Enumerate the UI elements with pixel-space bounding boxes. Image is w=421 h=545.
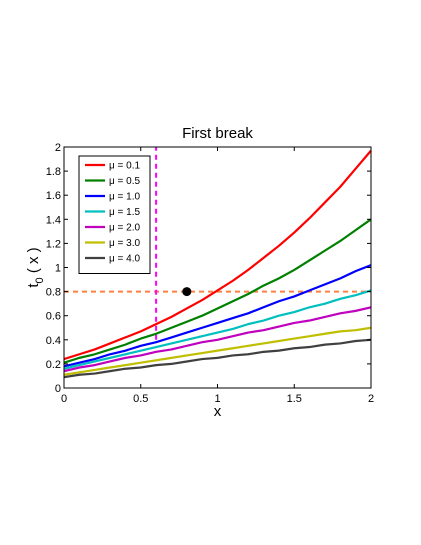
y-tick-label: 0.6 bbox=[46, 311, 61, 323]
x-tick-label: 0.5 bbox=[133, 393, 148, 405]
x-tick-label: 0 bbox=[61, 393, 67, 405]
legend-label: μ = 4.0 bbox=[109, 254, 140, 265]
series-line-3 bbox=[63, 264, 372, 368]
series-line-6 bbox=[63, 326, 372, 376]
legend-label: μ = 1.5 bbox=[109, 207, 140, 218]
y-axis-ticks: 0 0.2 0.4 0.6 0.8 1 1.2 1.4 1.6 1.8 2 bbox=[46, 142, 371, 395]
y-axis-label: t0 ( x ) bbox=[25, 247, 46, 287]
y-label-suffix: ( x ) bbox=[25, 247, 42, 277]
chart-title: First break bbox=[182, 125, 253, 142]
y-tick-label: 2 bbox=[55, 142, 61, 154]
series-line-1 bbox=[63, 149, 372, 361]
series-line-7 bbox=[63, 338, 372, 379]
legend-label: μ = 0.1 bbox=[109, 161, 140, 172]
series-line-5 bbox=[63, 306, 372, 373]
y-tick-label: 1 bbox=[55, 263, 61, 275]
legend-label: μ = 3.0 bbox=[109, 238, 140, 249]
x-tick-label: 1 bbox=[214, 393, 220, 405]
x-tick-label: 1.5 bbox=[287, 393, 302, 405]
x-axis-label: x bbox=[214, 403, 222, 420]
y-axis-label-text: t0 ( x ) bbox=[25, 247, 46, 287]
y-label-subscript: 0 bbox=[34, 277, 46, 283]
legend-label: μ = 0.5 bbox=[109, 176, 140, 187]
point-marker bbox=[182, 287, 192, 297]
legend-label: μ = 2.0 bbox=[109, 223, 140, 234]
y-tick-label: 0.4 bbox=[46, 335, 61, 347]
y-tick-label: 1.8 bbox=[46, 166, 61, 178]
y-tick-label: 0.2 bbox=[46, 359, 61, 371]
y-tick-label: 1.6 bbox=[46, 190, 61, 202]
y-tick-label: 1.2 bbox=[46, 238, 61, 250]
legend-label: μ = 1.0 bbox=[109, 192, 140, 203]
x-tick-label: 2 bbox=[368, 393, 374, 405]
y-label-main: t bbox=[25, 283, 42, 288]
series-lines bbox=[63, 149, 372, 379]
y-tick-label: 0 bbox=[55, 383, 61, 395]
y-tick-label: 1.4 bbox=[46, 214, 61, 226]
legend: μ = 0.1 μ = 0.5 μ = 1.0 μ = 1.5 μ = 2.0 μ = 3… bbox=[78, 155, 151, 274]
x-axis-ticks: 0 0.5 1 1.5 2 bbox=[61, 147, 374, 405]
series-line-2 bbox=[63, 218, 372, 364]
marker-group bbox=[182, 287, 192, 297]
y-tick-label: 0.8 bbox=[46, 287, 61, 299]
series-line-4 bbox=[63, 289, 372, 370]
legend-box bbox=[78, 155, 151, 274]
